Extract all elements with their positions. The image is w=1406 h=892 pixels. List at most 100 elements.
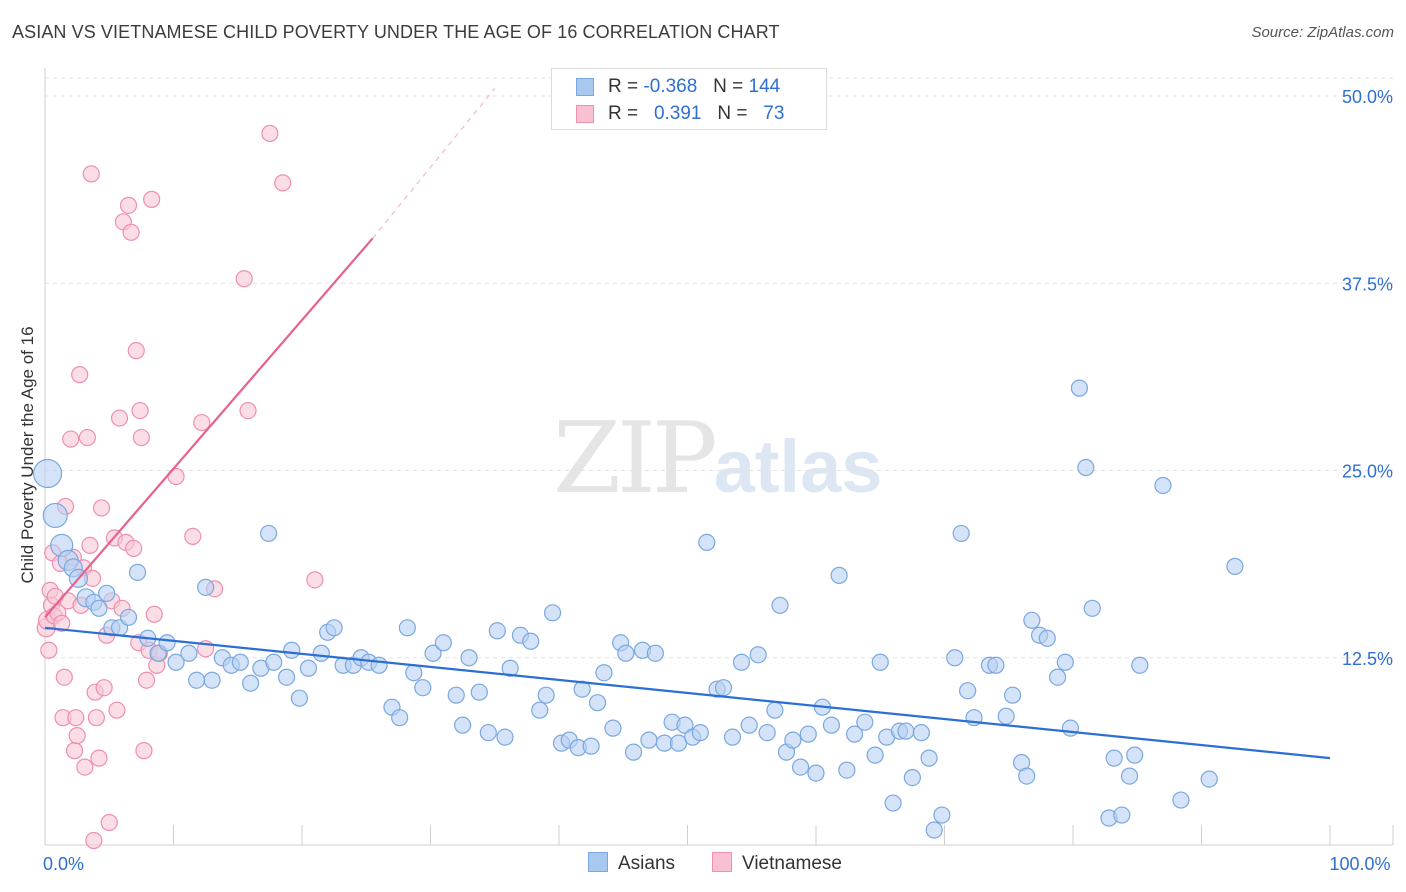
vietnamese-point <box>87 709 106 727</box>
asian-point <box>604 719 622 737</box>
asian-point <box>925 821 943 839</box>
asian-point <box>1061 719 1080 737</box>
asian-point <box>479 724 497 742</box>
asian-point <box>838 761 856 779</box>
y-tick-label: 25.0% <box>1342 462 1393 482</box>
trend-lines <box>44 88 1331 760</box>
asian-point <box>959 682 977 700</box>
asian-point <box>582 737 600 755</box>
asian-point <box>884 794 902 812</box>
asian-point <box>698 533 716 552</box>
vietnamese-point <box>62 430 80 448</box>
asian-point <box>325 619 343 637</box>
vietnamese-point <box>67 709 85 727</box>
correlation-legend: R = -0.368 N = 144 R = 0.391 N = 73 <box>551 68 827 130</box>
legend-text-asians: R = -0.368 N = 144 <box>608 76 780 98</box>
asian-point <box>1004 686 1022 704</box>
vietnamese-point <box>119 196 138 214</box>
asian-point <box>691 724 709 742</box>
vietnamese-point <box>132 428 150 447</box>
asian-point <box>1077 458 1095 477</box>
asian-point <box>543 604 562 622</box>
chart-source: Source: ZipAtlas.com <box>1251 24 1394 41</box>
vietnamese-point <box>131 401 149 420</box>
legend-n-label: N = <box>717 103 748 124</box>
asian-point <box>617 644 635 662</box>
asian-point <box>265 653 283 671</box>
tick-labels: 25.0% 50.0% 12.5% 37.5% 0.0% 100.0% <box>43 87 1393 874</box>
grid-lines <box>45 77 1393 659</box>
asian-point <box>537 686 555 704</box>
asian-point <box>732 653 751 671</box>
vietnamese-point <box>145 605 163 623</box>
asian-point <box>1018 767 1036 785</box>
asian-point <box>98 584 116 602</box>
vietnamese-point <box>122 223 140 241</box>
vietnamese-trend-extension <box>372 88 496 239</box>
y-tick-label: 37.5% <box>1342 274 1393 294</box>
asian-point <box>646 644 664 662</box>
asian-point <box>784 731 802 749</box>
asian-point <box>933 806 951 824</box>
asian-point <box>856 713 874 731</box>
x-tick-label: 0.0% <box>43 854 84 874</box>
legend-r-value: 0.391 <box>653 103 702 124</box>
asian-point <box>188 671 206 689</box>
asian-point <box>1126 746 1144 764</box>
asian-point <box>405 664 423 682</box>
vietnamese-point <box>184 527 202 546</box>
asian-point <box>197 578 215 596</box>
vietnamese-point <box>239 401 257 420</box>
legend-swatch-vietnamese <box>576 105 594 123</box>
vietnamese-point <box>125 539 143 557</box>
asian-point <box>588 694 607 712</box>
legend-r-label: R = <box>608 103 639 124</box>
vietnamese-point <box>68 727 86 745</box>
asian-point <box>1056 653 1074 671</box>
vietnamese-point <box>143 190 161 208</box>
asian-point <box>799 725 817 743</box>
asian-point <box>42 502 68 529</box>
vietnamese-point <box>71 366 89 384</box>
asian-point <box>1105 749 1123 767</box>
asian-point <box>676 716 694 734</box>
asian-point <box>488 622 506 640</box>
asian-point <box>203 671 221 689</box>
vietnamese-point <box>95 679 113 697</box>
asian-point <box>454 716 472 734</box>
vietnamese-point <box>135 742 153 760</box>
asian-point <box>259 524 278 543</box>
asian-point <box>522 632 540 650</box>
legend-n-value: 73 <box>763 103 785 124</box>
asian-point <box>871 653 889 671</box>
asian-point <box>1048 668 1067 686</box>
asian-point <box>1131 656 1149 674</box>
y-tick-label: 12.5% <box>1342 649 1393 669</box>
vietnamese-point <box>78 428 97 447</box>
vietnamese-point <box>235 270 253 288</box>
bottom-legend-swatch-asians <box>588 852 608 872</box>
asian-point <box>640 731 658 749</box>
asian-point <box>158 634 176 652</box>
asian-point <box>501 659 519 677</box>
asian-point <box>595 664 613 682</box>
asian-point <box>866 746 884 764</box>
asian-point <box>1113 806 1131 824</box>
y-tick-label: 50.0% <box>1342 87 1393 107</box>
asian-point <box>290 689 309 707</box>
bottom-legend-label-asians: Asians <box>618 853 676 874</box>
asian-point <box>460 649 478 667</box>
asian-point <box>1120 767 1139 785</box>
vietnamese-point <box>40 641 58 659</box>
vietnamese-point <box>261 124 279 143</box>
asian-point <box>822 716 841 734</box>
asian-point <box>128 563 147 581</box>
asian-point <box>1226 557 1244 575</box>
asian-point <box>807 764 825 782</box>
asian-point <box>470 683 488 701</box>
asian-trend-line <box>44 626 1331 760</box>
asian-point <box>119 608 138 626</box>
asian-point <box>231 653 249 671</box>
asian-point <box>414 679 432 697</box>
